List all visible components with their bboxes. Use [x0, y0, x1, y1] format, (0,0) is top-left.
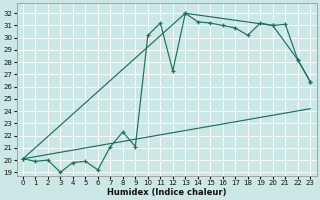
X-axis label: Humidex (Indice chaleur): Humidex (Indice chaleur) [107, 188, 226, 197]
